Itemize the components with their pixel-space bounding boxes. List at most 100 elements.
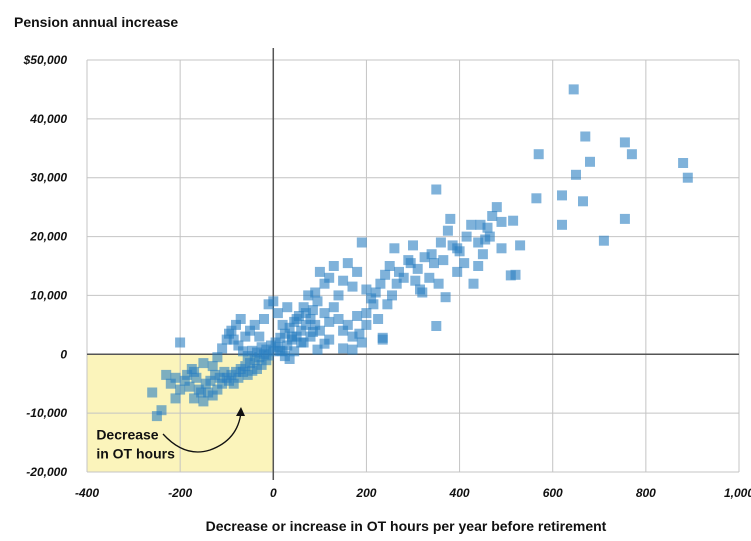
data-point — [352, 266, 363, 277]
data-point — [619, 137, 630, 148]
data-point — [238, 366, 248, 377]
zero-axes — [87, 48, 739, 480]
data-point — [219, 366, 230, 377]
data-point — [314, 266, 325, 277]
data-point — [408, 240, 418, 251]
annotation-arrow — [162, 411, 242, 453]
data-point — [580, 131, 591, 142]
data-point — [459, 258, 470, 269]
data-point — [435, 237, 446, 248]
data-point — [165, 378, 176, 389]
data-point — [452, 266, 463, 277]
data-point — [249, 319, 260, 330]
data-point — [212, 384, 223, 395]
data-point — [398, 272, 409, 283]
data-point — [361, 284, 372, 295]
data-point — [198, 396, 209, 407]
data-point — [291, 314, 302, 324]
data-point — [254, 331, 265, 342]
annotation-line-2: in OT hours — [96, 446, 175, 462]
data-point — [338, 275, 349, 286]
data-point — [198, 358, 209, 369]
data-point — [307, 305, 318, 316]
data-point — [289, 346, 300, 357]
data-point — [217, 343, 228, 354]
y-tick-label: $50,000 — [23, 53, 68, 67]
data-point — [233, 340, 244, 351]
data-point — [387, 290, 397, 301]
data-point — [368, 299, 379, 310]
data-point — [375, 278, 386, 289]
x-tick-label: 600 — [543, 486, 563, 500]
data-point — [487, 211, 498, 221]
data-point — [200, 378, 211, 389]
y-tick-label: -20,000 — [26, 465, 67, 479]
y-tick-label: 0 — [60, 347, 67, 361]
data-point — [377, 332, 388, 343]
data-point — [410, 275, 421, 286]
data-point — [496, 216, 507, 227]
data-point — [212, 352, 223, 363]
data-point — [298, 337, 309, 348]
data-point — [380, 269, 391, 280]
data-point — [282, 340, 293, 351]
data-point — [510, 269, 521, 280]
data-point — [557, 190, 567, 201]
data-point — [433, 278, 444, 289]
data-point — [473, 261, 484, 271]
data-point — [247, 345, 258, 356]
data-point — [203, 387, 214, 398]
data-point — [557, 219, 567, 230]
data-point — [682, 172, 693, 183]
data-point — [310, 319, 321, 330]
data-point — [224, 375, 234, 386]
data-point — [389, 243, 400, 254]
data-point — [296, 325, 307, 336]
data-point — [189, 393, 200, 404]
data-point — [484, 231, 495, 242]
data-point — [438, 255, 449, 266]
data-point — [147, 387, 158, 398]
data-point — [324, 316, 335, 327]
data-point — [298, 302, 309, 313]
data-point — [207, 361, 218, 372]
data-point — [268, 296, 279, 307]
data-point — [284, 322, 295, 333]
y-tick-label: -10,000 — [26, 406, 67, 420]
data-point — [231, 319, 241, 330]
data-point — [170, 393, 181, 404]
data-point — [515, 240, 526, 251]
x-tick-label: 800 — [636, 486, 656, 500]
x-tick-label: 1,000 — [724, 486, 751, 500]
y-tick-label: 10,000 — [30, 288, 67, 302]
data-point — [445, 213, 456, 224]
data-point — [175, 337, 186, 348]
data-point — [170, 372, 181, 383]
annotation: Decrease in OT hours — [96, 407, 245, 462]
data-point — [477, 249, 488, 260]
data-point — [333, 314, 344, 324]
chart-title: Pension annual increase — [14, 14, 178, 30]
data-point — [429, 258, 439, 269]
data-point — [361, 308, 372, 319]
data-point — [312, 296, 323, 307]
data-point — [228, 334, 239, 345]
data-point — [370, 287, 381, 298]
data-point — [319, 338, 330, 349]
data-point — [279, 351, 290, 362]
data-point — [161, 369, 172, 380]
data-point — [431, 321, 442, 331]
data-point — [151, 411, 162, 422]
data-point — [578, 196, 588, 207]
data-point — [333, 290, 344, 301]
data-point — [259, 314, 269, 324]
data-point — [531, 193, 542, 204]
data-point — [184, 381, 195, 392]
annotation-line-1: Decrease — [96, 427, 158, 443]
data-point — [245, 325, 255, 336]
data-point — [366, 293, 377, 304]
data-point — [678, 158, 689, 168]
data-point — [196, 387, 207, 398]
y-tick-label: 30,000 — [30, 171, 67, 185]
